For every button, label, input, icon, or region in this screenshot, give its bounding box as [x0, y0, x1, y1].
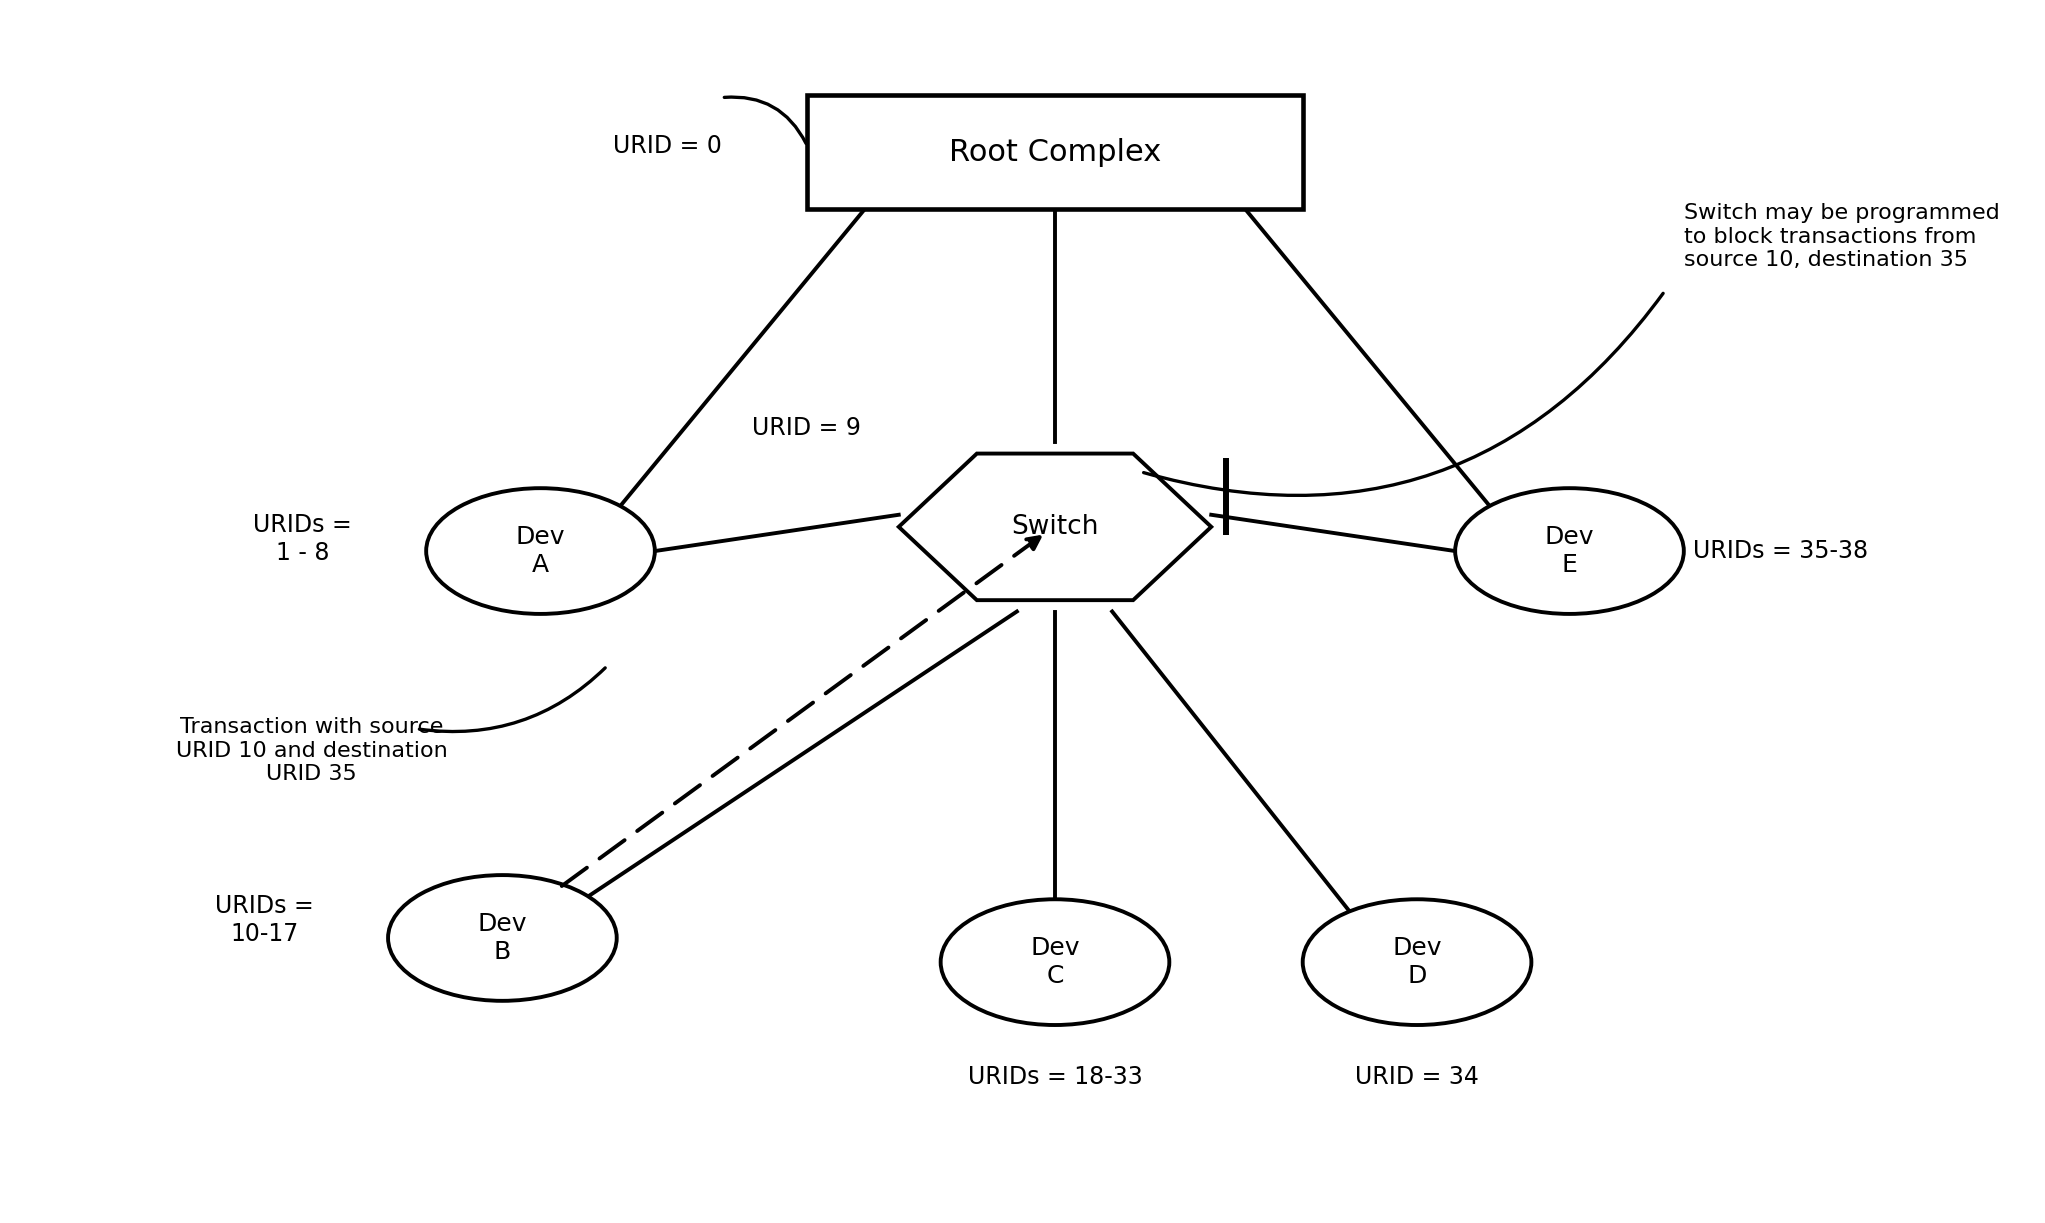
Text: URID = 34: URID = 34: [1356, 1065, 1479, 1088]
Text: URID = 9: URID = 9: [753, 416, 861, 440]
Text: Switch may be programmed
to block transactions from
source 10, destination 35: Switch may be programmed to block transa…: [1683, 203, 2000, 270]
Text: Root Complex: Root Complex: [949, 137, 1162, 166]
Text: URIDs = 18-33: URIDs = 18-33: [967, 1065, 1143, 1088]
Text: Dev
B: Dev B: [479, 912, 528, 964]
Text: URID = 0: URID = 0: [614, 135, 722, 158]
Ellipse shape: [1456, 488, 1683, 614]
Ellipse shape: [941, 899, 1170, 1025]
Text: URIDs = 35-38: URIDs = 35-38: [1693, 539, 1869, 563]
Text: Dev
D: Dev D: [1393, 937, 1442, 988]
Ellipse shape: [1303, 899, 1532, 1025]
Text: URIDs =
1 - 8: URIDs = 1 - 8: [254, 514, 352, 565]
Text: Dev
A: Dev A: [515, 525, 564, 577]
Text: Dev
E: Dev E: [1544, 525, 1595, 577]
Text: Transaction with source
URID 10 and destination
URID 35: Transaction with source URID 10 and dest…: [176, 718, 448, 784]
FancyBboxPatch shape: [808, 94, 1303, 209]
Ellipse shape: [425, 488, 654, 614]
Polygon shape: [898, 454, 1211, 600]
Text: URIDs =
10-17: URIDs = 10-17: [215, 894, 313, 945]
Ellipse shape: [389, 876, 618, 1000]
Text: Dev
C: Dev C: [1031, 937, 1080, 988]
Text: Switch: Switch: [1010, 514, 1098, 539]
